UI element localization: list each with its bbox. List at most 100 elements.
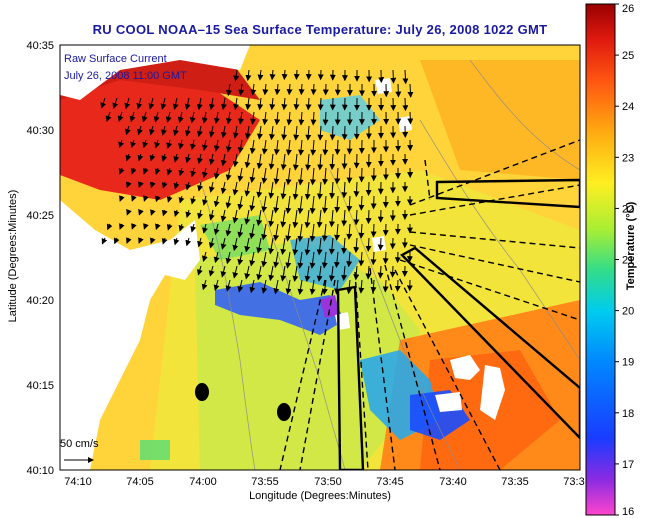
current-vector: [249, 251, 256, 267]
current-vector: [292, 265, 299, 282]
current-vector: [268, 181, 275, 199]
current-vector: [130, 139, 137, 149]
current-vector: [220, 237, 227, 250]
current-vector: [208, 125, 215, 138]
current-vector: [220, 125, 227, 139]
current-vector: [143, 223, 149, 230]
current-vector: [130, 167, 137, 175]
current-vector: [334, 223, 341, 241]
current-vector: [232, 265, 239, 279]
current-vector: [124, 97, 131, 110]
current-vector: [370, 223, 377, 238]
current-vector: [245, 97, 252, 111]
current-vector: [233, 97, 240, 111]
current-vector: [321, 251, 328, 269]
current-vector: [244, 237, 251, 253]
current-vector: [249, 167, 256, 184]
current-vector: [213, 251, 220, 264]
current-vector: [173, 237, 180, 246]
current-vector: [292, 153, 299, 171]
current-vector: [280, 265, 287, 282]
station-marker: [277, 403, 291, 421]
current-vector: [190, 167, 197, 178]
current-vector: [328, 209, 335, 228]
colorbar-tick-label: 23: [622, 152, 634, 164]
current-vector: [346, 139, 353, 155]
current-vector: [285, 195, 292, 214]
current-vector: [232, 209, 239, 224]
y-tick: 40:15: [26, 380, 54, 392]
current-vector: [173, 125, 179, 137]
current-vector: [197, 209, 203, 220]
current-vector: [190, 223, 197, 233]
current-vector: [166, 195, 173, 203]
current-vector: [305, 69, 312, 81]
current-vector: [166, 139, 173, 149]
current-vector: [309, 251, 316, 269]
current-vector: [238, 83, 245, 96]
current-vector: [256, 265, 263, 281]
current-vector: [166, 223, 173, 231]
current-vector: [365, 237, 372, 252]
current-vector: [297, 195, 304, 215]
current-vector: [208, 265, 215, 277]
current-vector: [281, 125, 288, 141]
current-vector: [225, 167, 232, 181]
current-vector: [131, 195, 137, 202]
current-vector: [173, 209, 180, 218]
current-vector: [346, 195, 353, 212]
current-vector: [256, 237, 263, 254]
current-vector: [322, 111, 329, 126]
current-vector: [196, 125, 203, 138]
current-vector: [274, 83, 281, 96]
map-title: RU COOL NOAA–15 Sea Surface Temperature:…: [92, 22, 548, 37]
x-tick: 74:10: [64, 476, 92, 488]
current-vector: [249, 195, 256, 212]
current-vector: [150, 209, 156, 216]
current-vector: [106, 223, 113, 231]
current-vector: [225, 223, 232, 237]
current-vector: [136, 97, 143, 110]
current-vector: [304, 265, 311, 282]
current-vector: [286, 83, 293, 96]
current-vector: [213, 139, 220, 152]
current-vector: [142, 139, 149, 149]
current-vector: [201, 279, 208, 291]
current-vector: [305, 125, 312, 141]
station-marker: [195, 383, 209, 401]
current-vector: [172, 97, 179, 110]
current-vector: [285, 223, 292, 242]
current-vector: [232, 125, 239, 139]
current-vector: [322, 167, 329, 186]
x-tick: 73:50: [314, 476, 342, 488]
current-vector: [220, 153, 227, 167]
current-vector: [261, 167, 268, 184]
current-vector: [305, 153, 312, 171]
current-vector: [334, 167, 341, 185]
current-vector: [225, 279, 232, 292]
current-vector: [184, 97, 191, 111]
current-vector: [309, 167, 316, 186]
scale-label: 50 cm/s: [60, 438, 99, 450]
current-vector: [328, 237, 335, 255]
current-vector: [286, 111, 293, 126]
current-vector: [407, 111, 414, 125]
current-vector: [365, 265, 372, 280]
current-vector: [118, 139, 124, 149]
current-vector: [298, 83, 305, 96]
current-vector: [185, 181, 192, 191]
current-vector: [304, 209, 311, 229]
current-vector: [304, 237, 311, 256]
current-vector: [161, 125, 167, 136]
current-vector: [201, 139, 208, 151]
current-vector: [285, 251, 292, 269]
current-vector: [346, 279, 353, 295]
current-vector: [333, 251, 340, 268]
current-vector: [353, 265, 360, 281]
current-vector: [131, 223, 137, 230]
colorbar-tick-label: 19: [622, 357, 634, 369]
x-tick: 73:3: [563, 476, 584, 488]
current-vector: [126, 208, 132, 216]
current-vector: [232, 181, 239, 196]
